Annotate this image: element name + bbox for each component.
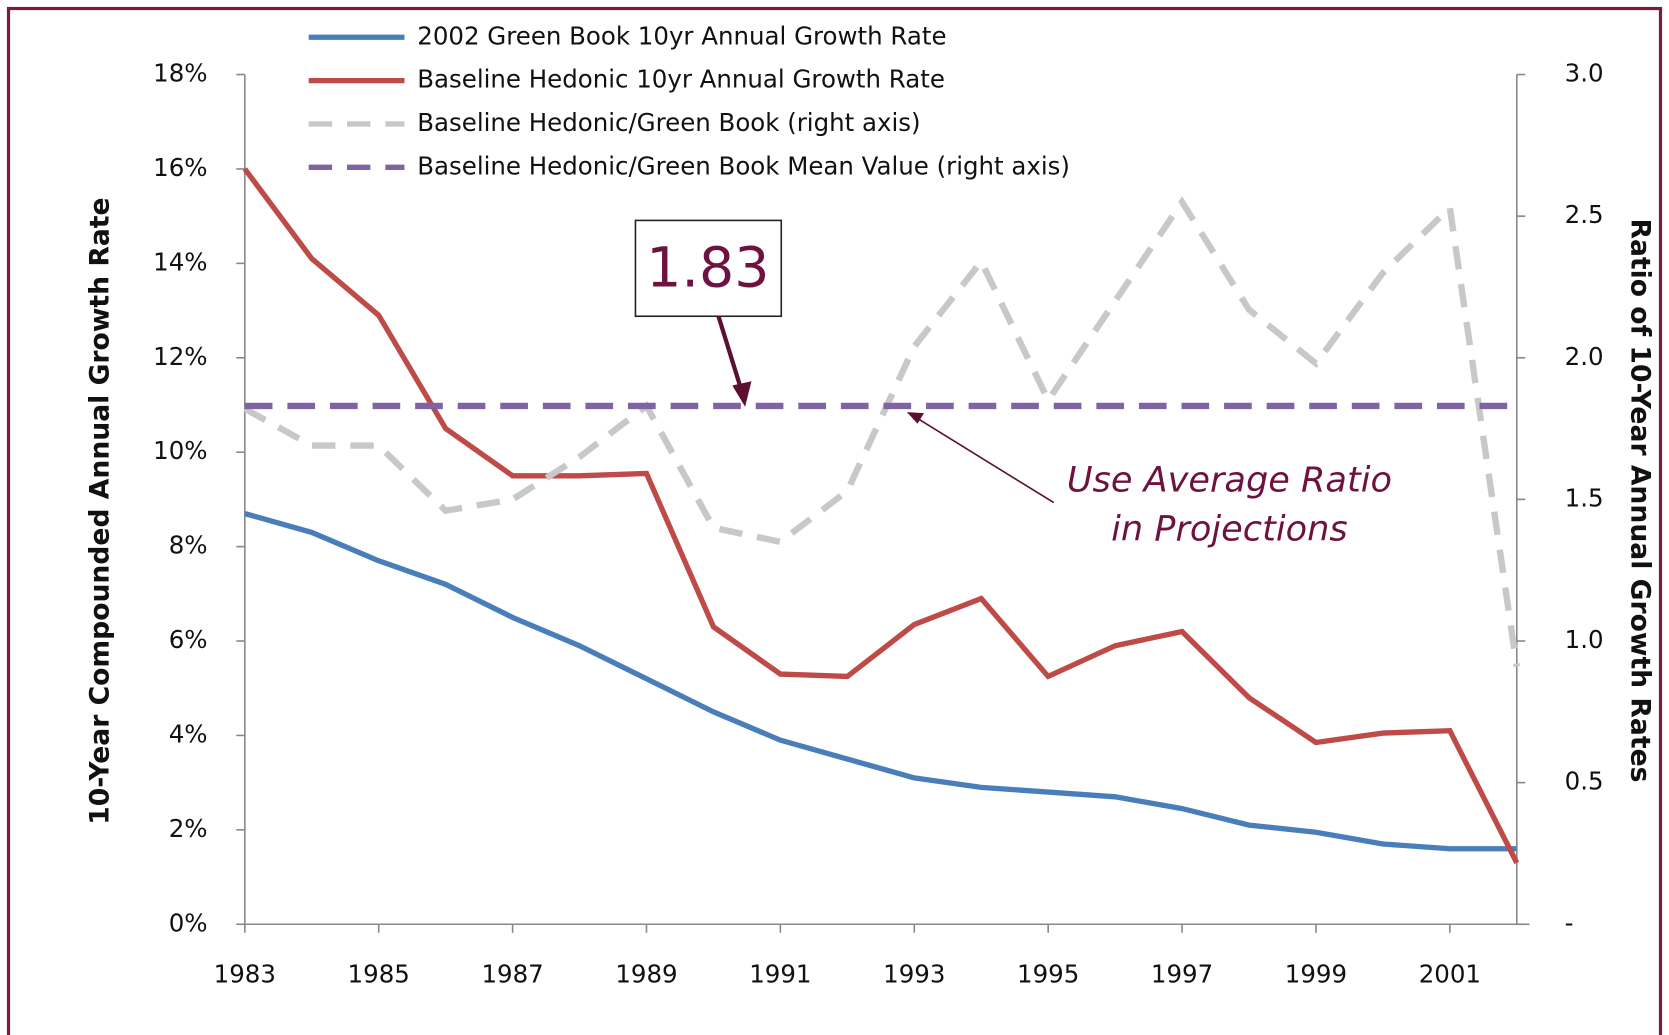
x-tick-label: 1997 [1151,959,1213,988]
x-tick-label: 1983 [214,959,276,988]
x-tick-label: 2001 [1419,959,1481,988]
y-tick-label: 12% [153,342,207,371]
y2-tick-label: 1.0 [1565,625,1604,654]
arrow-head [732,381,752,407]
x-tick-label: 1991 [749,959,811,988]
y2-tick-label: 2.0 [1565,342,1604,371]
y-tick-label: 10% [153,436,207,465]
legend-label: 2002 Green Book 10yr Annual Growth Rate [417,21,946,50]
y-tick-label: 0% [169,908,208,937]
x-tick-label: 1985 [348,959,410,988]
annotation: Use Average Ratio [1067,459,1392,500]
arrow-head [906,412,924,424]
x-tick-label: 1995 [1017,959,1079,988]
frame [6,6,1663,1035]
y-tick-label: 14% [153,247,207,276]
y2-axis-label: Ratio of 10-Year Annual Growth Rates [1625,218,1656,782]
annotation-box [634,219,783,318]
x-tick-label: 1999 [1285,959,1347,988]
y-tick-label: 2% [169,814,208,843]
x-tick-label: 1989 [615,959,677,988]
y2-tick-label: 3.0 [1565,59,1604,88]
y-tick-label: 4% [169,719,208,748]
y-tick-label: 16% [153,153,207,182]
x-tick-label: 1993 [883,959,945,988]
legend-label: Baseline Hedonic 10yr Annual Growth Rate [417,65,945,94]
y-axis-label: 10-Year Compounded Annual Growth Rate [85,197,116,824]
y-tick-label: 18% [153,59,207,88]
legend-label: Baseline Hedonic/Green Book Mean Value (… [417,151,1070,180]
y2-tick-label: 0.5 [1565,767,1604,796]
arrow [917,417,1055,504]
y2-tick-label: - [1565,908,1574,937]
annotation: in Projections [1111,508,1348,549]
y2-tick-label: 1.5 [1565,483,1604,512]
series-line [244,510,1517,852]
legend-label: Baseline Hedonic/Green Book (right axis) [417,108,920,137]
y-tick-label: 6% [169,625,208,654]
series-line [242,167,1520,865]
y-tick-label: 8% [169,531,208,560]
x-tick-label: 1987 [481,959,543,988]
arrow [716,315,744,393]
series-line [243,196,1520,667]
y2-tick-label: 2.5 [1565,200,1604,229]
annotation: 1.83 [646,237,769,301]
